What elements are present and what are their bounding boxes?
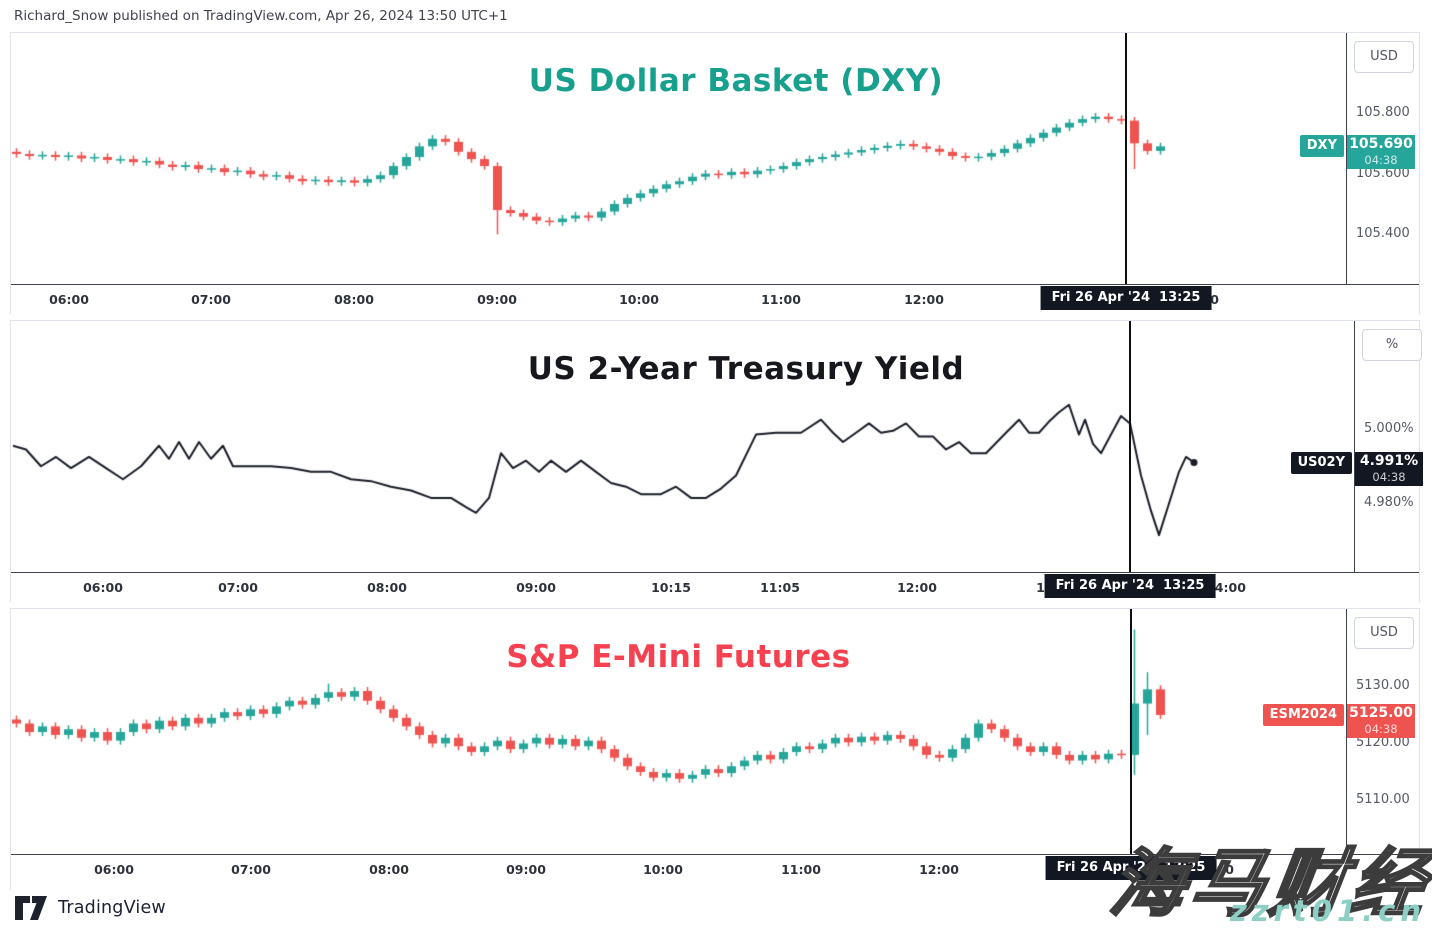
x-axis-label: 12:00 [897, 580, 937, 595]
crosshair-line [1125, 33, 1127, 284]
us02y-plot-canvas[interactable] [11, 321, 1354, 572]
last-price: 5125.00 [1349, 704, 1413, 721]
unit-button[interactable]: USD [1354, 41, 1414, 73]
crosshair-time-tag: Fri 26 Apr '24 13:25 [1040, 286, 1212, 310]
price-axis-line [1346, 33, 1347, 313]
watermark-url: zzrt01.cn [1229, 894, 1426, 928]
x-axis-label: 10:00 [619, 292, 659, 307]
x-axis-label: 07:00 [218, 580, 258, 595]
x-axis-label: 14:00 [1206, 580, 1246, 595]
x-axis-label: 08:00 [334, 292, 374, 307]
x-axis-label: 09:00 [506, 862, 546, 877]
symbol-tag: ESM2024 [1262, 703, 1344, 726]
x-axis-label: 11:00 [761, 292, 801, 307]
x-axis-label: 12:00 [904, 292, 944, 307]
x-axis-label: 07:00 [191, 292, 231, 307]
price-tag: 4.991% 04:38 [1355, 451, 1423, 486]
x-axis-label: 06:00 [49, 292, 89, 307]
unit-button[interactable]: USD [1354, 617, 1414, 649]
last-price: 105.690 [1349, 136, 1413, 153]
symbol-tag: DXY [1299, 135, 1344, 158]
x-axis-label: 08:00 [367, 580, 407, 595]
time-axis[interactable]: 14:0013:0012:0011:0010:0009:0008:0007:00… [11, 284, 1419, 314]
x-axis-label: 10:00 [643, 862, 683, 877]
crosshair-time-tag: Fri 26 Apr '24 13:25 [1045, 856, 1217, 880]
price-tag: 105.690 04:38 [1347, 135, 1415, 170]
countdown-timer: 04:38 [1364, 153, 1398, 168]
price-tag: 5125.00 04:38 [1347, 703, 1415, 738]
y-axis-label: 105.400 [1356, 226, 1410, 242]
x-axis-label: 08:00 [369, 862, 409, 877]
tradingview-logo-icon [15, 896, 47, 920]
crosshair-line [1129, 321, 1131, 572]
x-axis-label: 11:05 [760, 580, 800, 595]
symbol-tag: US02Y [1290, 451, 1352, 474]
chart-panel-dxy: US Dollar Basket (DXY) USD 105.800 105.60… [10, 32, 1420, 314]
x-axis-label: 10:15 [651, 580, 691, 595]
y-axis-label: 5.000% [1364, 420, 1414, 436]
y-axis-label: 4.980% [1364, 495, 1414, 511]
y-axis-label: 105.600 [1356, 165, 1410, 181]
last-price: 4.991% [1359, 452, 1419, 469]
x-axis-label: 06:00 [94, 862, 134, 877]
unit-button[interactable]: % [1362, 329, 1422, 361]
countdown-timer: 04:38 [1372, 469, 1406, 484]
price-axis-line [1346, 609, 1347, 889]
y-axis-label: 5110.00 [1356, 792, 1410, 808]
y-axis-label: 5120.00 [1356, 735, 1410, 751]
tradingview-footer[interactable]: TradingView [14, 895, 166, 921]
y-axis-label: 105.800 [1356, 105, 1410, 121]
published-header: Richard_Snow published on TradingView.co… [14, 8, 508, 24]
countdown-timer: 04:38 [1364, 721, 1398, 736]
tradingview-logo-text: TradingView [58, 898, 166, 918]
x-axis-label: 09:00 [477, 292, 517, 307]
x-axis-label: 09:00 [516, 580, 556, 595]
crosshair-time-tag: Fri 26 Apr '24 13:25 [1044, 574, 1216, 598]
price-axis-line [1354, 321, 1355, 601]
x-axis-label: 11:00 [781, 862, 821, 877]
time-axis[interactable]: 14:0013:0012:0011:0010:0009:0008:0007:00… [11, 854, 1419, 890]
crosshair-line [1130, 609, 1132, 854]
chart-panel-us02y: US 2-Year Treasury Yield % 5.000% 4.980% U… [10, 320, 1423, 602]
time-axis[interactable]: 14:0013:0012:0011:0510:1509:0008:0007:00… [11, 572, 1419, 602]
esm2024-plot-canvas[interactable] [11, 609, 1346, 854]
x-axis-label: 06:00 [83, 580, 123, 595]
x-axis-label: 07:00 [231, 862, 271, 877]
dxy-plot-canvas[interactable] [11, 33, 1346, 284]
y-axis-label: 5130.00 [1356, 678, 1410, 694]
x-axis-label: 12:00 [919, 862, 959, 877]
